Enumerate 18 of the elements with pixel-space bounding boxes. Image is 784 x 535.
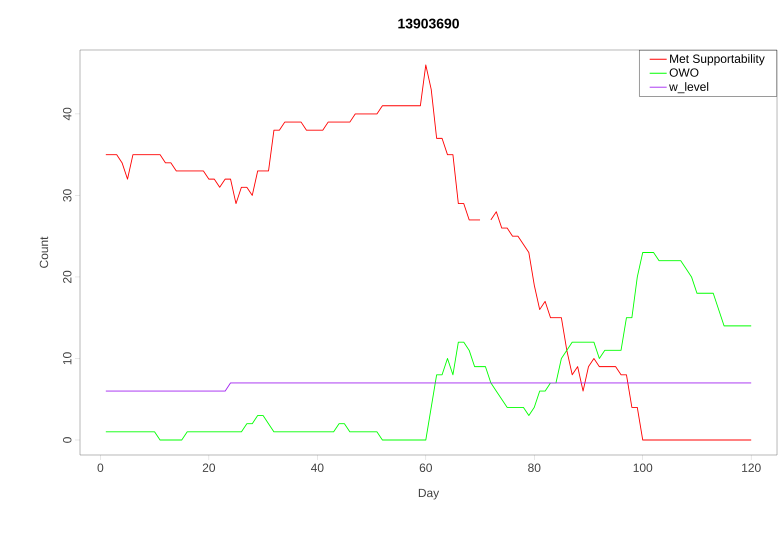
x-tick-label: 80 bbox=[528, 464, 540, 472]
y-tick-label: 40 bbox=[63, 108, 72, 120]
y-tick-label: 20 bbox=[63, 270, 72, 284]
y-tick-label: 10 bbox=[63, 352, 72, 364]
x-tick-label: 120 bbox=[742, 464, 761, 472]
legend-label: w_level bbox=[669, 82, 708, 94]
x-axis-title: Day bbox=[418, 488, 440, 500]
legend-label: OWO bbox=[670, 68, 698, 77]
y-tick-label: 0 bbox=[63, 437, 72, 443]
x-tick-label: 20 bbox=[202, 464, 216, 472]
legend-label: Met Supportability bbox=[670, 54, 765, 66]
y-tick-label: 30 bbox=[63, 189, 72, 202]
x-tick-label: 100 bbox=[634, 464, 652, 472]
chart-title: 13903690 bbox=[398, 18, 459, 28]
x-tick-label: 0 bbox=[98, 464, 104, 472]
y-axis-title: Count bbox=[40, 236, 48, 268]
x-tick-label: 40 bbox=[310, 464, 324, 472]
x-tick-label: 60 bbox=[420, 464, 432, 472]
